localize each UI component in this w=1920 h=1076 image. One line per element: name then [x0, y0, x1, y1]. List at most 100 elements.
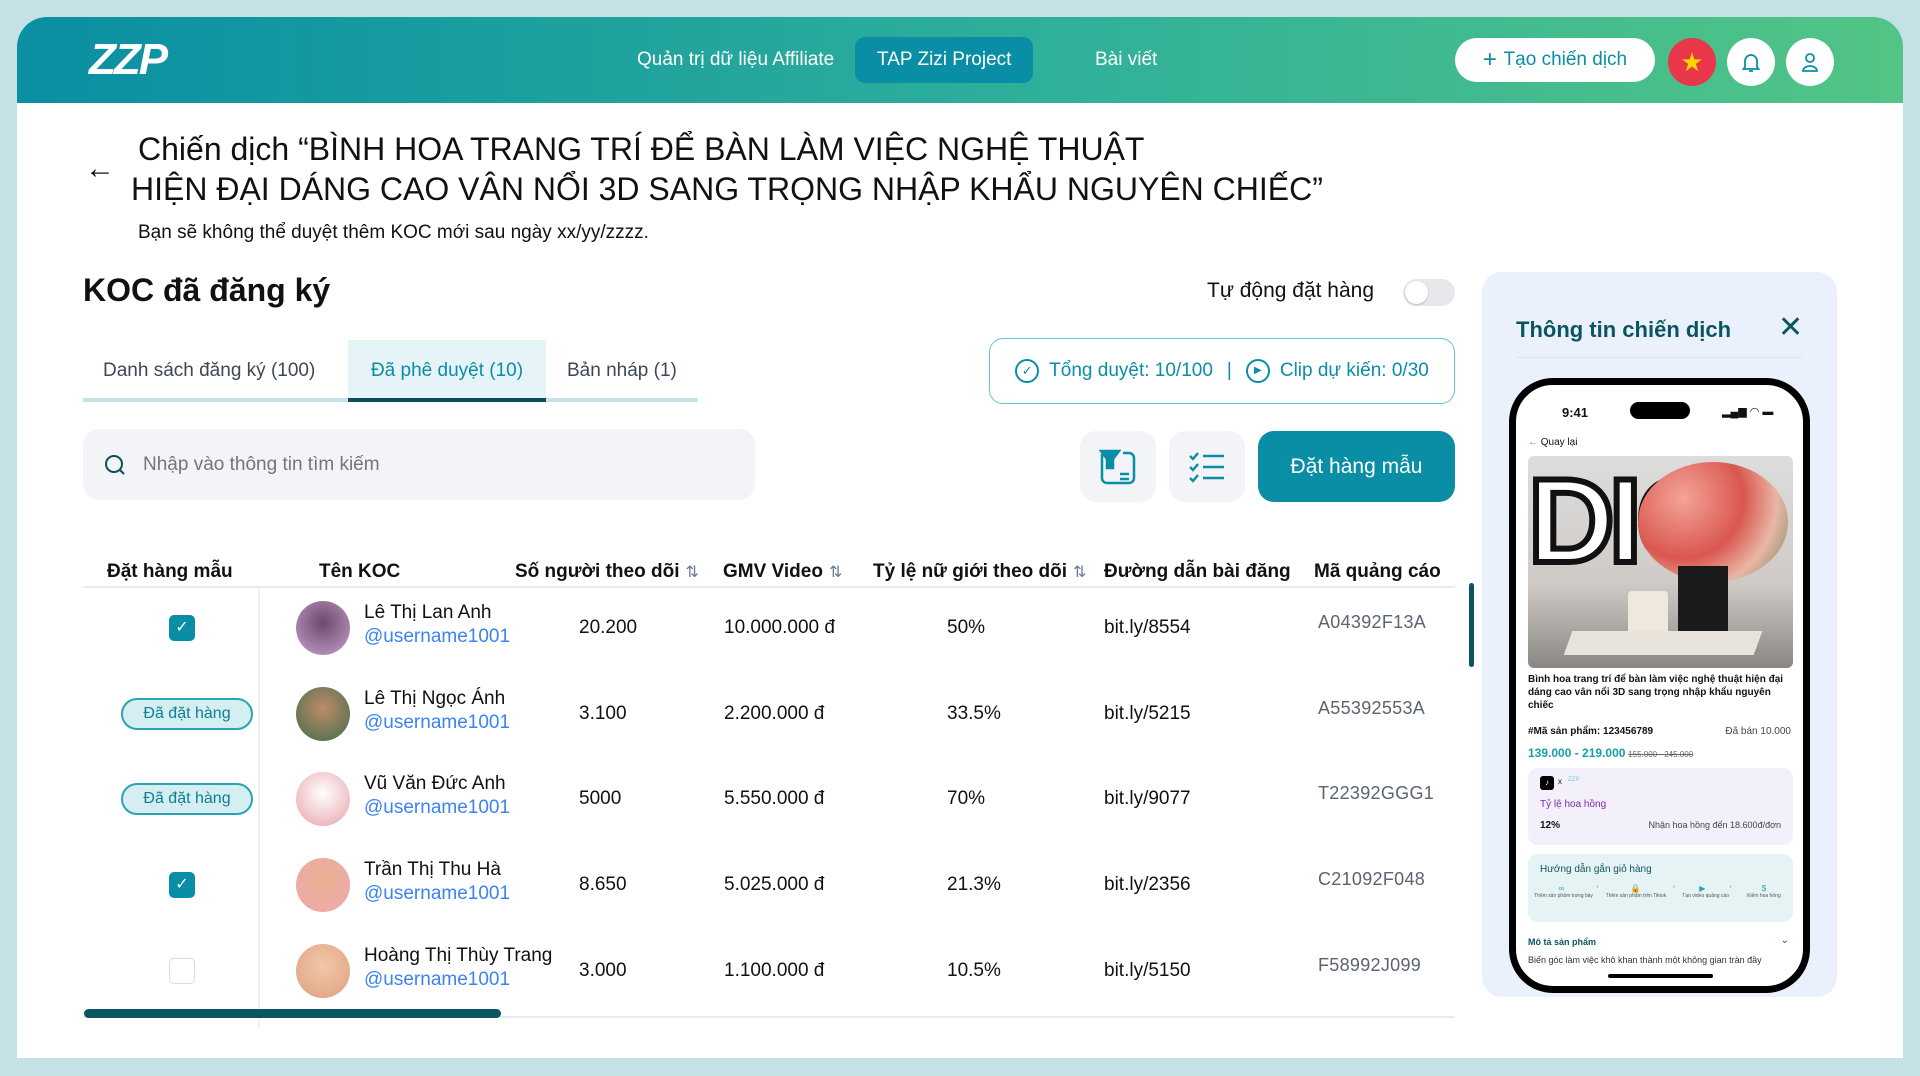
tab-draft[interactable]: Bản nháp (1) — [567, 360, 677, 381]
avatar — [296, 772, 350, 827]
plus-icon: + — [1482, 46, 1504, 73]
campaign-subtitle: Bạn sẽ không thể duyệt thêm KOC mới sau … — [138, 222, 649, 243]
col-followers[interactable]: Số người theo dõi ⇅ — [515, 561, 699, 582]
ad-code: A55392553A — [1318, 697, 1426, 718]
auto-order-toggle[interactable] — [1403, 279, 1455, 306]
panel-title: Thông tin chiến dịch — [1516, 317, 1732, 342]
tiktok-icon: ♪ — [1540, 776, 1554, 790]
nav-tap-zizi[interactable]: TAP Zizi Project — [855, 37, 1034, 83]
checklist-button[interactable] — [1169, 431, 1245, 502]
product-price: 139.000 - 219.000 155.000 - 245.000 — [1528, 746, 1694, 760]
avatar — [296, 858, 350, 913]
followers: 8.650 — [579, 874, 627, 896]
product-image: DIO — [1528, 456, 1793, 668]
description-text: Biến góc làm việc khô khan thành một khô… — [1528, 955, 1762, 965]
phone-time: 9:41 — [1562, 405, 1589, 420]
product-sku: #Mã sản phẩm: 123456789 — [1528, 726, 1654, 737]
sort-icon[interactable]: ⇅ — [828, 564, 843, 581]
post-link[interactable]: bit.ly/5215 — [1104, 702, 1191, 724]
search-input[interactable] — [143, 447, 723, 483]
commission-rate: 12% — [1540, 820, 1561, 831]
commission-label: Tỷ lệ hoa hồng — [1540, 799, 1607, 810]
commission-note: Nhận hoa hồng đến 18.600đ/đơn — [1648, 820, 1781, 830]
dynamic-island — [1630, 402, 1690, 419]
bell-icon[interactable] — [1727, 38, 1775, 86]
koc-username[interactable]: @username1001 — [364, 711, 511, 733]
sort-icon[interactable]: ⇅ — [1073, 564, 1087, 581]
col-female-ratio[interactable]: Tỷ lệ nữ giới theo dõi ⇅ — [873, 561, 1087, 582]
col-post-link: Đường dẫn bài đăng — [1104, 561, 1291, 582]
ordered-badge: Đã đặt hàng — [121, 783, 253, 816]
koc-name: Lê Thị Ngọc Ánh — [364, 687, 506, 709]
followers: 20.200 — [579, 617, 638, 638]
x-separator: x — [1558, 777, 1562, 786]
col-gmv[interactable]: GMV Video ⇅ — [723, 561, 843, 582]
koc-name: Trần Thị Thu Hà — [364, 859, 501, 881]
commission-card: ♪ x ZZP Tỷ lệ hoa hồng 12% Nhận hoa hồng… — [1528, 768, 1793, 845]
chevron-down-icon[interactable]: ⌄ — [1780, 935, 1789, 946]
koc-name: Lê Thị Lan Anh — [364, 602, 492, 623]
phone-mockup: 9:41 ▂▄▆ ◠ ▬ ← Quay lại DIO Bình hoa tra… — [1509, 378, 1810, 993]
order-checkbox[interactable] — [169, 957, 195, 984]
vertical-scrollbar[interactable] — [1469, 583, 1474, 667]
status-icons: ▂▄▆ ◠ ▬ — [1722, 406, 1774, 418]
create-campaign-label: Tạo chiến dịch — [1503, 49, 1628, 70]
title-line-1: Chiến dịch “BÌNH HOA TRANG TRÍ ĐỂ BÀN LÀ… — [138, 131, 1145, 167]
koc-name: Vũ Văn Đức Anh — [364, 773, 506, 795]
female-ratio: 70% — [947, 788, 986, 810]
ad-code: T22392GGG1 — [1318, 783, 1435, 804]
back-arrow-icon[interactable]: ← — [85, 152, 115, 185]
flag-vietnam-icon[interactable]: ★ — [1668, 38, 1716, 86]
description-title[interactable]: Mô tả sản phẩm — [1528, 937, 1597, 947]
post-link[interactable]: bit.ly/2356 — [1104, 874, 1191, 896]
logo[interactable]: ZZP — [89, 35, 168, 84]
post-link[interactable]: bit.ly/8554 — [1104, 617, 1191, 638]
header-divider — [83, 586, 1455, 588]
zzp-mini-logo: ZZP — [1568, 777, 1580, 783]
order-checkbox[interactable]: ✓ — [169, 872, 195, 899]
column-divider — [258, 588, 260, 1028]
tab-approved[interactable]: Đã phê duyệt (10) — [348, 340, 546, 402]
horizontal-scrollbar[interactable] — [84, 1009, 501, 1018]
post-link[interactable]: bit.ly/5150 — [1104, 959, 1191, 981]
gmv: 2.200.000 đ — [724, 702, 825, 724]
home-indicator — [1608, 974, 1713, 978]
koc-username[interactable]: @username1001 — [364, 626, 511, 647]
female-ratio: 21.3% — [947, 874, 1001, 896]
avatar — [296, 601, 350, 655]
close-icon[interactable]: ✕ — [1778, 311, 1804, 344]
koc-name: Hoàng Thị Thùy Trang — [364, 944, 553, 966]
nav-affiliate[interactable]: Quản trị dữ liệu Affiliate — [637, 49, 835, 70]
col-ad-code: Mã quảng cáo — [1314, 561, 1441, 582]
avatar — [296, 943, 350, 998]
phone-back[interactable]: ← Quay lại — [1528, 437, 1578, 448]
product-name: Bình hoa trang trí để bàn làm việc nghệ … — [1528, 674, 1784, 711]
play-circle-icon: ▶ — [1245, 359, 1270, 383]
filter-button[interactable] — [1080, 431, 1156, 502]
koc-username[interactable]: @username1001 — [364, 968, 511, 990]
nav-posts[interactable]: Bài viết — [1095, 49, 1158, 70]
order-checkbox[interactable]: ✓ — [169, 615, 195, 641]
followers: 5000 — [579, 788, 622, 810]
campaign-info-panel: Thông tin chiến dịch ✕ 9:41 ▂▄▆ ◠ ▬ ← Qu… — [1482, 272, 1837, 997]
product-sold: Đã bán 10.000 — [1725, 726, 1791, 737]
koc-username[interactable]: @username1001 — [364, 797, 511, 819]
user-icon[interactable] — [1786, 38, 1834, 86]
followers: 3.100 — [579, 702, 627, 724]
female-ratio: 10.5% — [947, 959, 1001, 981]
cart-guide-card: Hướng dẫn gắn giỏ hàng ∞ Thêm sản phẩm tr… — [1528, 854, 1793, 922]
followers: 3.000 — [579, 959, 627, 981]
avatar — [296, 686, 350, 741]
ordered-badge: Đã đặt hàng — [121, 697, 253, 730]
campaign-title: Chiến dịch “BÌNH HOA TRANG TRÍ ĐỂ BÀN LÀ… — [131, 129, 1323, 209]
filter-icon — [1098, 449, 1136, 484]
tab-registered[interactable]: Danh sách đăng ký (100) — [103, 360, 316, 381]
tabs: Danh sách đăng ký (100) Đã phê duyệt (10… — [83, 340, 698, 402]
guide-title: Hướng dẫn gắn giỏ hàng — [1540, 864, 1652, 875]
sort-icon[interactable]: ⇅ — [685, 564, 699, 581]
post-link[interactable]: bit.ly/9077 — [1104, 788, 1191, 810]
search-box[interactable] — [83, 429, 755, 500]
koc-username[interactable]: @username1001 — [364, 883, 511, 905]
order-sample-button[interactable]: Đặt hàng mẫu — [1258, 431, 1455, 502]
create-campaign-button[interactable]: + Tạo chiến dịch — [1455, 38, 1655, 82]
